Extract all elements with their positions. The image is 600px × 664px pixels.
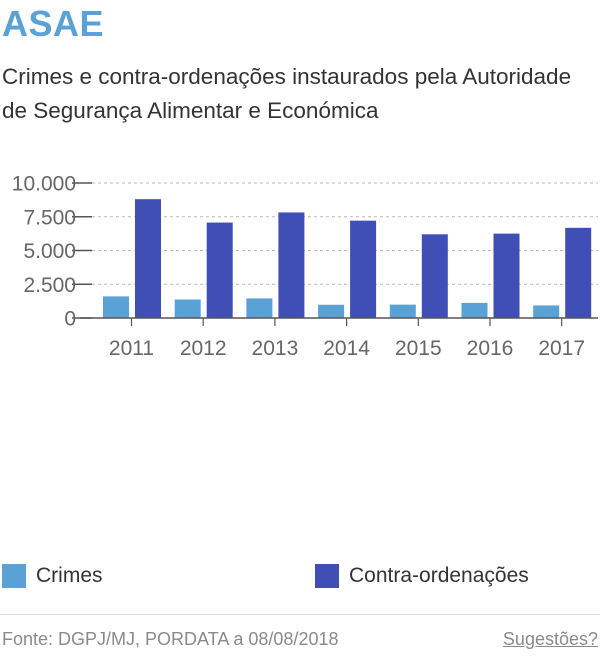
- x-tick-label: 2015: [395, 337, 442, 360]
- y-tick-label: 10.000: [12, 173, 76, 196]
- bar-contra-ordenacoes: [565, 227, 592, 318]
- x-tick-label: 2017: [538, 337, 585, 360]
- legend-item-crimes: Crimes: [2, 563, 103, 589]
- bar-crimes: [533, 305, 560, 318]
- legend-label-contra-ordenacoes: Contra-ordenações: [349, 564, 529, 587]
- footer-divider: [0, 614, 600, 615]
- y-tick-label: 5.000: [23, 240, 76, 263]
- legend-item-contra-ordenacoes: Contra-ordenações: [315, 563, 529, 589]
- x-tick-label: 2012: [180, 337, 227, 360]
- bar-contra-ordenacoes: [278, 212, 305, 318]
- bar-crimes: [174, 299, 201, 318]
- bar-contra-ordenacoes: [421, 234, 448, 318]
- bar-chart: 0 2.500 5.000 7.500 10.000 2011 2012 2013 2014 20…: [12, 173, 598, 360]
- x-tick-label: 2013: [252, 337, 299, 360]
- bar-contra-ordenacoes: [135, 199, 161, 318]
- source-note: Fonte: DGPJ/MJ, PORDATA a 08/08/2018: [2, 629, 339, 649]
- legend-swatch-contra-ordenacoes: [315, 564, 339, 588]
- x-tick-label: 2011: [109, 337, 154, 360]
- x-tick-label: 2014: [323, 337, 370, 360]
- bar-crimes: [461, 302, 488, 318]
- bar-contra-ordenacoes: [206, 222, 233, 318]
- bar-crimes: [103, 296, 129, 318]
- suggestions-link[interactable]: Sugestões?: [502, 629, 598, 649]
- x-tick-label: 2016: [467, 337, 514, 360]
- y-tick-label: 7.500: [23, 206, 76, 229]
- bar-crimes: [318, 304, 345, 318]
- chart-title: ASAE: [2, 3, 105, 44]
- bar-crimes: [246, 298, 273, 318]
- legend-swatch-crimes: [2, 564, 26, 588]
- legend-label-crimes: Crimes: [36, 564, 103, 587]
- bar-contra-ordenacoes: [350, 220, 377, 318]
- bar-contra-ordenacoes: [493, 233, 520, 318]
- y-tick-label: 2.500: [23, 274, 76, 297]
- y-tick-label: 0: [64, 308, 76, 331]
- chart-subtitle: Crimes e contra-ordenações instaurados p…: [2, 64, 572, 123]
- bar-crimes: [389, 304, 416, 318]
